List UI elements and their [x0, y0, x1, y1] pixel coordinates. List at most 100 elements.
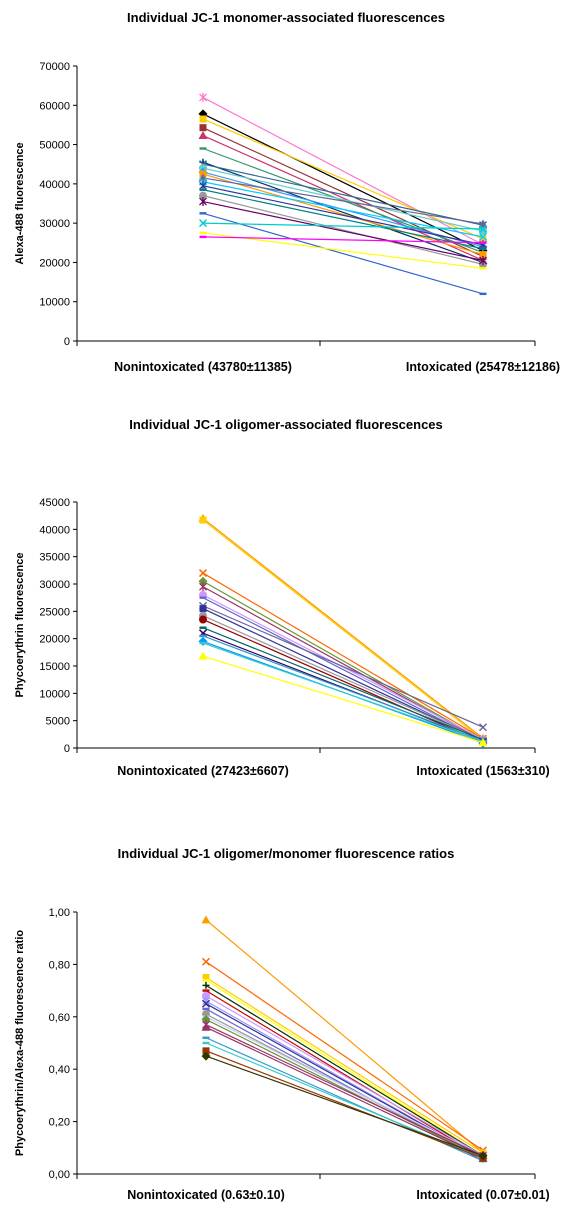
series — [199, 191, 487, 269]
y-tick-label: 25000 — [39, 606, 70, 618]
y-tick-label: 10000 — [39, 297, 70, 309]
series-line — [205, 1016, 484, 1157]
series-line — [202, 655, 484, 744]
series-line — [205, 919, 484, 1154]
data-point — [199, 231, 207, 235]
data-point — [202, 991, 210, 1000]
series-line — [205, 1026, 484, 1159]
series — [199, 634, 487, 743]
data-point — [201, 957, 211, 966]
data-point — [198, 576, 208, 586]
y-tick-label: 15000 — [39, 661, 70, 673]
series-line — [202, 635, 484, 742]
series-line — [202, 173, 484, 256]
data-point — [199, 605, 207, 613]
series — [199, 115, 487, 243]
data-point — [479, 241, 487, 244]
series — [199, 197, 487, 265]
y-tick-label: 0,20 — [49, 1117, 70, 1129]
data-point — [199, 191, 207, 200]
series — [199, 641, 487, 743]
oligomer-chart-panel: Individual JC-1 oligomer-associated fluo… — [0, 403, 572, 813]
data-point — [199, 615, 207, 624]
data-point — [202, 981, 210, 989]
data-point — [202, 974, 210, 981]
y-axis-label: Phycoerythrin/Alexa-488 fluorescence rat… — [14, 930, 26, 1156]
y-tick-label: 70000 — [39, 61, 70, 73]
series — [198, 219, 488, 234]
series — [199, 626, 487, 741]
series-line — [202, 519, 484, 741]
series — [202, 989, 487, 1160]
series-line — [202, 118, 484, 240]
y-tick-label: 45000 — [39, 497, 70, 509]
series-line — [202, 195, 484, 265]
y-tick-label: 50000 — [39, 140, 70, 152]
data-point — [198, 651, 208, 660]
series-line — [202, 517, 484, 739]
series-line — [202, 605, 484, 728]
series — [201, 1022, 488, 1162]
y-tick-label: 5000 — [46, 716, 70, 728]
data-point — [198, 219, 208, 228]
y-tick-label: 20000 — [39, 634, 70, 646]
series-line — [202, 222, 484, 230]
series-line — [205, 995, 484, 1157]
data-point — [199, 235, 207, 239]
series — [198, 513, 488, 742]
data-point — [198, 636, 208, 646]
y-tick-label: 1,00 — [49, 907, 70, 919]
series-line — [202, 618, 484, 744]
y-tick-label: 0 — [64, 336, 70, 348]
y-tick-label: 35000 — [39, 552, 70, 564]
series-line — [202, 134, 484, 262]
monomer-chart-panel: Individual JC-1 monomer-associated fluor… — [0, 0, 572, 390]
series — [199, 188, 487, 250]
series-line — [202, 615, 484, 741]
y-tick-label: 10000 — [39, 688, 70, 700]
y-tick-label: 60000 — [39, 100, 70, 112]
series — [199, 235, 487, 244]
oligomer-monomer-ratio-chart: Individual JC-1 oligomer/monomer fluores… — [14, 846, 550, 1202]
monomer-fluorescence-chart: Individual JC-1 monomer-associated fluor… — [14, 10, 560, 374]
series — [199, 212, 487, 296]
series-line — [202, 96, 484, 246]
data-point — [199, 582, 207, 592]
series — [199, 231, 487, 270]
series-line — [202, 189, 484, 250]
x-category-label: Nonintoxicated (27423±6607) — [117, 764, 289, 778]
data-point — [201, 1022, 211, 1031]
data-point — [199, 641, 207, 645]
data-point — [478, 232, 488, 241]
y-tick-label: 0,00 — [49, 1169, 70, 1181]
data-point — [202, 1041, 210, 1045]
series-line — [205, 976, 484, 1154]
series — [201, 957, 488, 1155]
data-point — [202, 989, 210, 992]
data-point — [199, 197, 207, 207]
data-point — [479, 235, 487, 243]
data-point — [478, 1151, 488, 1161]
data-point — [199, 188, 207, 191]
y-tick-label: 0 — [64, 743, 70, 755]
y-axis-label: Alexa-488 fluorescence — [14, 142, 26, 264]
series-line — [205, 984, 484, 1157]
data-point — [199, 626, 207, 629]
data-point — [199, 516, 207, 524]
chart-title: Individual JC-1 monomer-associated fluor… — [127, 10, 445, 25]
data-point — [201, 1051, 211, 1061]
series — [199, 158, 487, 266]
data-point — [202, 1036, 210, 1039]
series-line — [202, 212, 484, 295]
y-tick-label: 40000 — [39, 179, 70, 191]
series — [198, 601, 488, 732]
data-point — [202, 978, 210, 982]
series-line — [202, 627, 484, 741]
series — [202, 974, 487, 1157]
y-tick-label: 30000 — [39, 218, 70, 230]
series-line — [202, 572, 484, 740]
series — [199, 516, 487, 744]
x-category-label: Nonintoxicated (0.63±0.10) — [127, 1188, 285, 1202]
series-line — [202, 163, 484, 226]
y-tick-label: 0,60 — [49, 1012, 70, 1024]
